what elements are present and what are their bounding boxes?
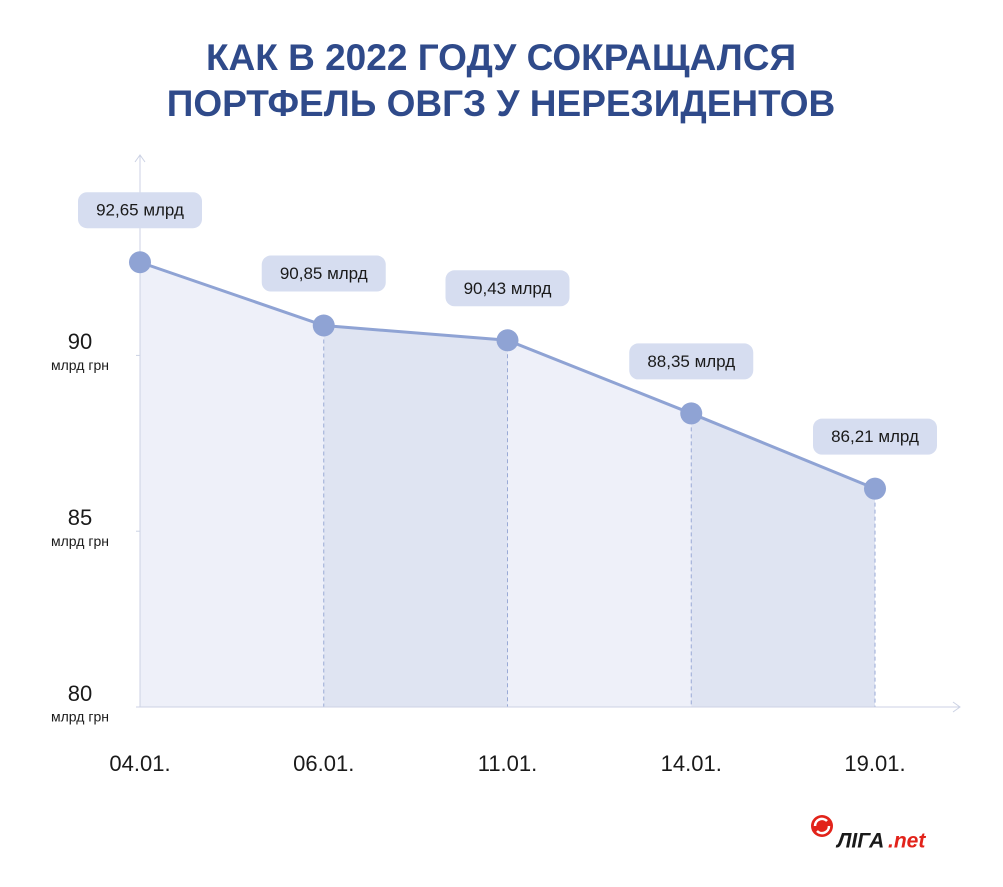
value-label: 88,35 млрд xyxy=(647,352,735,371)
value-label: 86,21 млрд xyxy=(831,427,919,446)
x-tick-label: 06.01. xyxy=(293,751,354,776)
x-axis-arrow xyxy=(952,701,961,713)
y-tick-unit: млрд грн xyxy=(51,357,109,373)
y-tick-unit: млрд грн xyxy=(51,709,109,725)
logo-suffix: .net xyxy=(888,830,926,853)
area-segment xyxy=(507,340,692,707)
x-tick-label: 14.01. xyxy=(661,751,722,776)
point xyxy=(496,329,519,352)
x-tick-label: 04.01. xyxy=(109,751,170,776)
area-segment xyxy=(323,325,508,707)
logo-icon-mark xyxy=(813,817,831,835)
value-label-box xyxy=(813,418,937,455)
y-axis-arrow xyxy=(134,154,146,163)
value-label-box xyxy=(78,192,202,229)
logo: ЛIГА .net xyxy=(811,815,926,853)
value-label: 92,65 млрд xyxy=(96,201,184,220)
y-tick-label: 90 xyxy=(68,329,92,354)
y-tick-unit: млрд грн xyxy=(51,533,109,549)
logo-name: ЛIГА xyxy=(835,830,884,853)
x-tick-label: 19.01. xyxy=(844,751,905,776)
y-tick-label: 80 xyxy=(68,681,92,706)
area-segment xyxy=(691,413,875,707)
value-label: 90,43 млрд xyxy=(464,279,552,298)
point xyxy=(680,402,703,425)
chart-title: КАК В 2022 ГОДУ СОКРАЩАЛСЯ xyxy=(206,37,796,78)
x-tick-label: 11.01. xyxy=(478,751,538,776)
y-tick-label: 85 xyxy=(68,505,92,530)
area-segment xyxy=(140,262,324,707)
chart-title: ПОРТФЕЛЬ ОВГЗ У НЕРЕЗИДЕНТОВ xyxy=(167,83,836,124)
value-label-box xyxy=(445,270,570,307)
value-label-box xyxy=(629,343,754,380)
point xyxy=(129,251,151,274)
value-label: 90,85 млрд xyxy=(280,264,368,283)
point xyxy=(312,314,335,337)
point xyxy=(864,477,886,500)
value-label-box xyxy=(261,255,386,292)
